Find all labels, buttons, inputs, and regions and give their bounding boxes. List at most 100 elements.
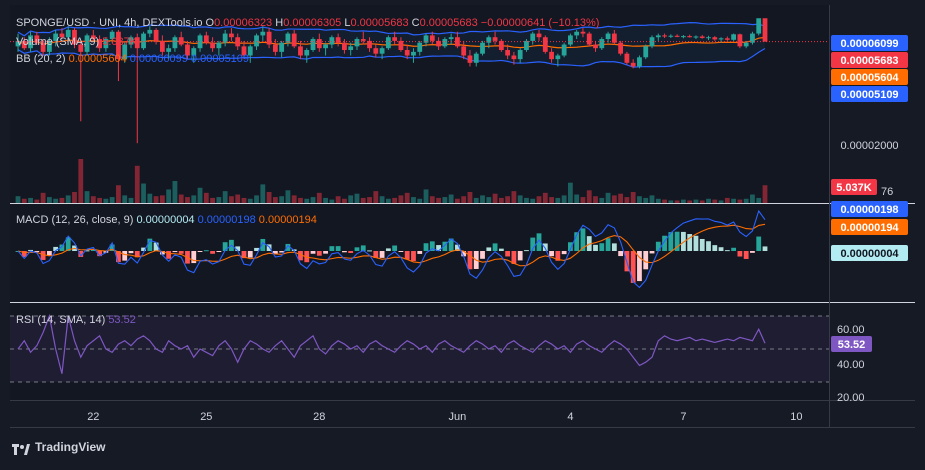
volume-bar [78,159,84,203]
macd-histogram-bar [147,238,153,251]
volume-bar [593,196,598,203]
macd-signal-value: 0.00000194 [259,214,317,226]
volume-bar [147,193,153,203]
macd-histogram-bar [285,243,291,251]
macd-histogram-bar [561,251,567,255]
volume-bar [72,192,77,203]
macd-histogram-bar [241,251,247,259]
volume-bar [417,198,423,203]
macd-histogram-bar [191,251,197,264]
volume-bar [680,199,686,203]
candle-body [59,33,65,38]
macd-histogram-bar [335,246,341,251]
macd-histogram-bar [724,250,730,252]
volume-badge: 5.037K [836,182,872,194]
candle-body [122,44,128,60]
macd-histogram-bar [524,250,529,252]
macd-histogram-bar [379,251,385,258]
volume-bar [624,197,630,203]
price-badge-bg [831,69,908,85]
volume-bar [109,197,115,203]
macd-histogram-bar [480,251,485,259]
candle-body [429,35,435,41]
volume-bar [367,197,372,203]
volume-bar [116,185,121,203]
macd-histogram-bar [178,251,184,254]
candle-body [185,44,190,56]
candle-body [404,50,410,56]
volume-bar [580,197,586,203]
candle-body [28,35,33,49]
candle-body [147,29,153,34]
volume-bar [549,197,554,203]
volume-bar [254,195,259,203]
macd-histogram-bar [34,251,40,252]
candle-body [574,31,580,36]
x-tick-label: 22 [87,411,99,423]
price-badge: 0.00005604 [840,72,899,84]
macd-histogram-bar [28,249,33,251]
macd-histogram-bar [116,251,121,263]
candle-body [310,39,316,51]
macd-histogram-bar [272,251,278,255]
candle-body [103,39,109,49]
macd-histogram-bar [172,251,178,253]
candle-body [153,29,159,41]
candle-body [542,37,548,52]
macd-histogram-bar [448,238,454,251]
candle-body [417,42,423,52]
volume-bar [655,198,661,203]
candle-body [586,33,592,45]
volume-bar [574,194,580,203]
candle-body [637,57,642,67]
price-badge: 0.00006099 [840,38,898,50]
macd-legend: MACD (12, 26, close, 9) 0.00000004 0.000… [16,214,317,226]
candle-body [655,35,661,38]
volume-bar [229,196,234,203]
volume-bar [323,197,328,203]
macd-histogram-bar [429,241,435,251]
volume-bar [455,198,460,203]
macd-histogram-bar [731,247,737,251]
candle-body [392,37,398,41]
candle-body [222,33,228,43]
macd-histogram-bar [197,251,203,252]
macd-histogram-bar [360,245,366,251]
x-tick-label: Jun [449,411,467,423]
x-tick-label: 7 [680,411,686,423]
volume-bar [260,184,266,203]
candle-body [448,37,454,40]
candle-body [279,42,285,52]
macd-histogram-bar [342,251,347,253]
volume-bar [235,194,241,203]
candle-body [680,36,686,38]
candle-body [750,33,755,43]
macd-histogram-bar [517,251,523,261]
volume-scale-label: 76 [881,186,893,198]
x-tick-label: 4 [567,411,573,423]
macd-histogram-bar [84,250,90,252]
candle-body [285,33,291,43]
candle-body [272,44,278,52]
volume-bar [304,198,310,203]
macd-badge: 0.00000194 [840,222,899,234]
candle-body [492,37,498,41]
volume-bar [166,189,172,203]
volume-bar [398,195,404,203]
volume-bar [247,198,253,203]
macd-histogram-bar [693,235,699,251]
volume-bar [335,196,341,203]
macd-signal-line [17,223,766,267]
volume-bar [429,196,435,203]
volume-bar [718,200,724,203]
macd-histogram-bar [222,242,228,251]
volume-bar [191,195,197,203]
volume-bar [693,199,699,203]
macd-histogram-bar [78,251,84,257]
candle-body [461,46,467,56]
volume-bar [379,196,385,203]
macd-histogram-bar [128,251,134,254]
macd-histogram-bar [210,251,215,254]
